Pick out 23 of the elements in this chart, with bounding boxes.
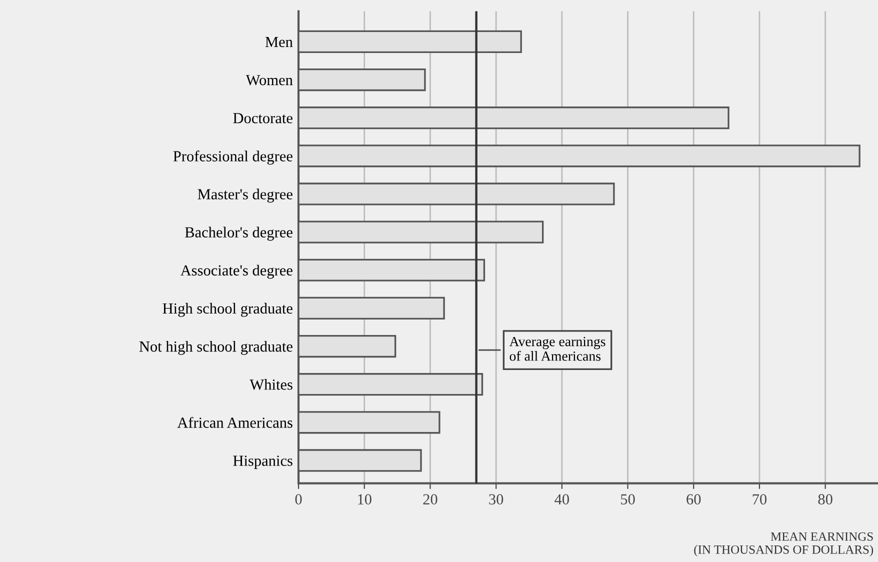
y-tick-label: African Americans xyxy=(177,416,292,428)
y-tick-label: Men xyxy=(265,36,293,48)
x-tick-label: 0 xyxy=(295,494,302,504)
y-tick-label: Bachelor's degree xyxy=(185,226,292,241)
y-tick-label: Women xyxy=(246,75,293,86)
y-tick-label: Doctorate xyxy=(233,113,292,124)
x-tick-label: 60 xyxy=(686,494,701,504)
x-tick-label: 10 xyxy=(358,494,372,504)
y-tick-label: Master's degree xyxy=(198,188,292,203)
y-tick-label: Associate's degree xyxy=(180,264,292,279)
y-tick-label: Professional degree xyxy=(173,150,292,165)
x-tick-label: 20 xyxy=(423,494,438,504)
y-tick-label: High school graduate xyxy=(162,302,292,317)
y-tick-label: Whites xyxy=(250,379,292,390)
x-axis-title: MEAN EARNINGS (IN THOUSANDS OF DOLLARS) xyxy=(694,532,874,556)
y-tick-label: Not high school graduate xyxy=(139,340,292,355)
x-tick-label: 80 xyxy=(818,494,832,504)
x-tick-label: 30 xyxy=(489,494,504,504)
x-tick-label: 50 xyxy=(621,494,635,504)
x-tick-label: 70 xyxy=(752,494,767,504)
ref-line-label: Average earnings of all Americans xyxy=(509,336,606,361)
y-tick-label: Hispanics xyxy=(233,456,292,470)
x-tick-label: 40 xyxy=(554,494,569,504)
